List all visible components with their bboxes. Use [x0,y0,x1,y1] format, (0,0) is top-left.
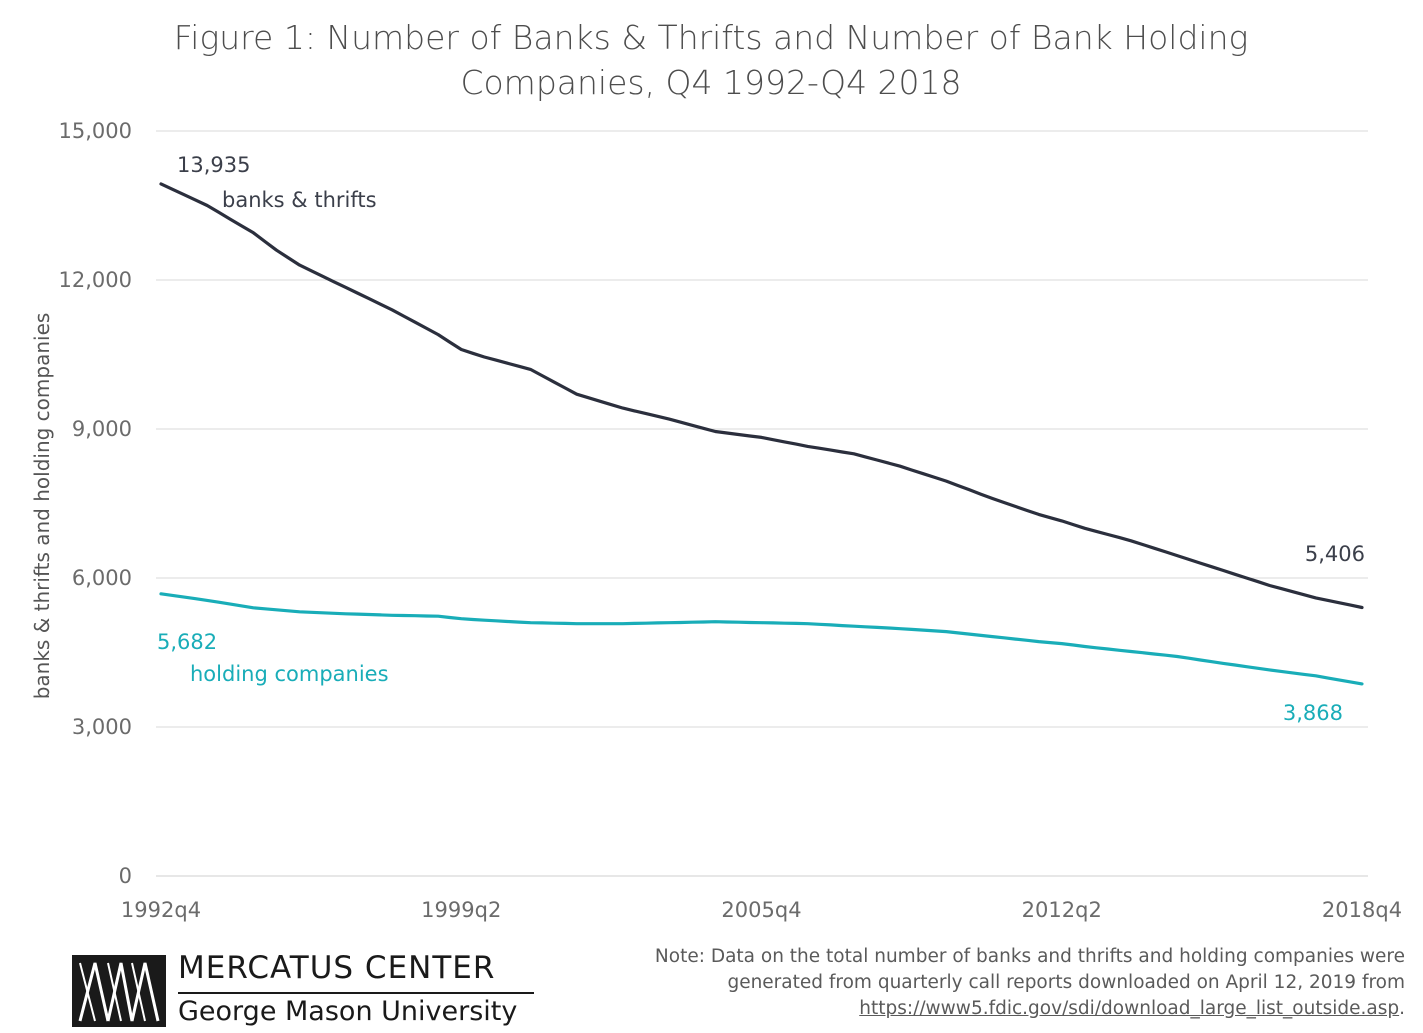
y-axis-label: banks & thrifts and holding companies [30,313,54,700]
note-line-2: generated from quarterly call reports do… [727,972,1405,993]
annotation-label: 5,682 [157,630,217,654]
x-tick-label: 1992q4 [121,898,201,922]
annotation-label: 3,868 [1283,701,1343,725]
gridlines [156,130,1368,877]
mercatus-logo: MERCATUS CENTER George Mason University [72,950,542,1030]
y-tick-label: 3,000 [72,715,132,739]
logo-divider [178,992,534,994]
annotation-label: banks & thrifts [222,188,377,212]
logo-name: MERCATUS CENTER [178,950,496,986]
logo-subtitle: George Mason University [178,996,518,1027]
annotations: 13,935 banks & thrifts 5,406 5,682 holding c… [157,153,1365,725]
annotation-label: 13,935 [177,153,250,177]
x-tick-label: 2018q4 [1322,898,1402,922]
y-tick-label: 15,000 [59,119,132,143]
series-line-holding-companies [159,592,1364,686]
y-tick-label: 6,000 [72,566,132,590]
x-tick-label: 1999q2 [421,898,501,922]
series-line-banks-thrifts [159,182,1364,610]
x-axis-ticks: 1992q4 1999q2 2005q4 2012q2 2018q4 [121,898,1402,922]
series-lines [159,182,1364,686]
annotation-label: 5,406 [1305,542,1365,566]
y-tick-label: 0 [119,864,132,888]
mercatus-mark-icon [72,955,166,1027]
source-note: Note: Data on the total number of banks … [645,944,1405,1022]
title-line-1: Figure 1: Number of Banks & Thrifts and … [174,18,1249,57]
note-suffix: . [1399,998,1405,1019]
note-line-1: Note: Data on the total number of banks … [654,946,1405,967]
y-tick-label: 12,000 [59,268,132,292]
source-link[interactable]: https://www5.fdic.gov/sdi/download_large… [859,998,1400,1019]
x-tick-label: 2012q2 [1022,898,1102,922]
y-axis-ticks: 0 3,000 6,000 9,000 12,000 15,000 [59,119,132,888]
x-tick-label: 2005q4 [721,898,801,922]
chart-area: Figure 1: Number of Banks & Thrifts and … [30,18,1402,922]
note-line-3: https://www5.fdic.gov/sdi/download_large… [645,996,1405,1022]
annotation-label: holding companies [190,662,389,686]
chart-title: Figure 1: Number of Banks & Thrifts and … [174,18,1249,102]
title-line-2: Companies, Q4 1992-Q4 2018 [460,63,961,102]
y-tick-label: 9,000 [72,417,132,441]
